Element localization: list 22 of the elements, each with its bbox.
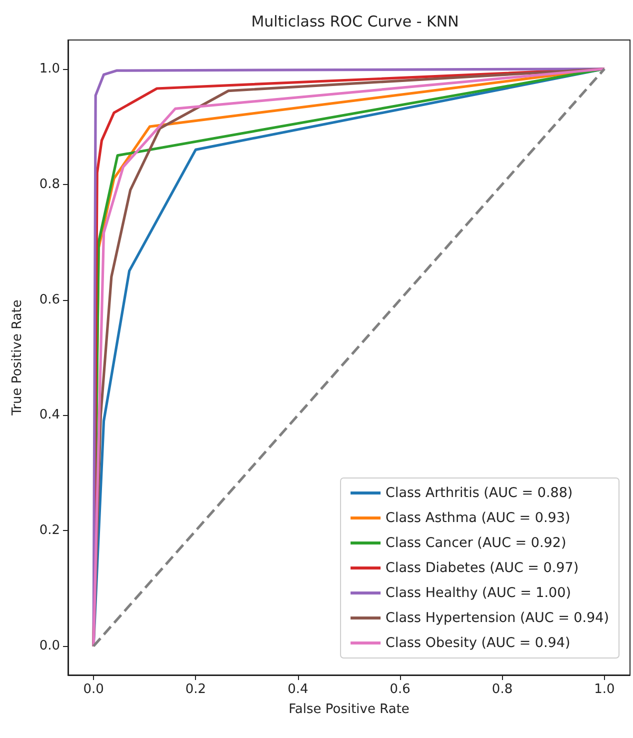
y-tick-label: 0.8 [39, 176, 60, 192]
x-tick-label: 0.4 [288, 682, 308, 697]
chart-title: Multiclass ROC Curve - KNN [251, 12, 459, 30]
legend-label: Class Diabetes (AUC = 0.97) [386, 560, 579, 576]
y-tick-label: 0.2 [39, 523, 60, 538]
y-tick-label: 0.6 [39, 292, 60, 308]
x-tick-label: 0.2 [185, 682, 206, 697]
y-tick-label: 0.4 [39, 408, 60, 423]
x-tick-label: 0.6 [390, 682, 410, 697]
y-axis-title: True Positive Rate [10, 300, 25, 416]
legend-label: Class Cancer (AUC = 0.92) [386, 535, 566, 551]
legend-label: Class Healthy (AUC = 1.00) [386, 585, 572, 601]
x-tick-label: 1.0 [594, 682, 615, 697]
legend-label: Class Asthma (AUC = 0.93) [386, 510, 570, 526]
x-tick-label: 0.8 [492, 682, 513, 697]
x-axis-title: False Positive Rate [288, 702, 410, 717]
y-tick-label: 1.0 [39, 61, 60, 76]
legend-label: Class Hypertension (AUC = 0.94) [386, 610, 610, 626]
legend-label: Class Arthritis (AUC = 0.88) [386, 485, 573, 501]
legend-label: Class Obesity (AUC = 0.94) [386, 635, 570, 651]
y-tick-label: 0.0 [39, 638, 60, 654]
x-tick-label: 0.0 [83, 682, 104, 697]
